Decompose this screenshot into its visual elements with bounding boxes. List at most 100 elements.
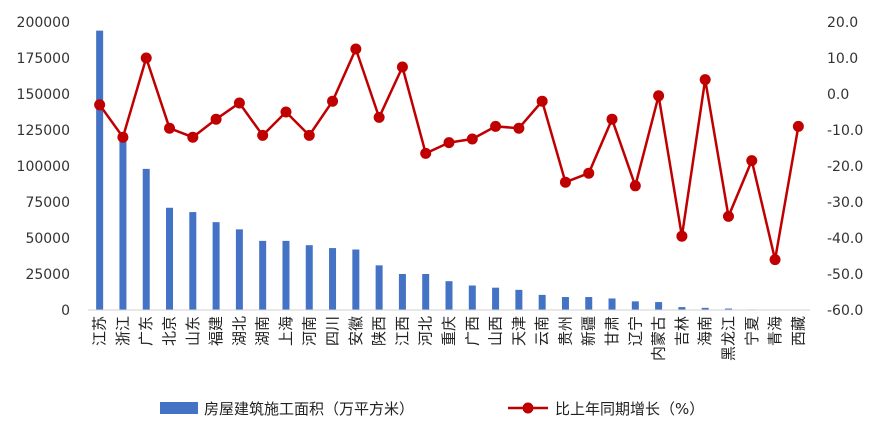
line-point (513, 122, 525, 134)
bar (655, 302, 663, 310)
line-point (536, 95, 548, 107)
line-point (559, 176, 571, 188)
right-axis-tick-label: -20.0 (827, 159, 863, 175)
bar (352, 249, 360, 310)
category-label: 北京 (161, 316, 179, 346)
left-axis-tick-label: 125000 (17, 123, 70, 139)
category-label: 陕西 (370, 316, 388, 346)
line-point (350, 43, 362, 55)
bar (259, 240, 267, 310)
bar (166, 207, 174, 310)
bar (585, 297, 593, 310)
right-axis-tick-label: -10.0 (827, 123, 863, 139)
line-point (606, 113, 618, 125)
line-point (140, 52, 152, 64)
bar (515, 289, 523, 310)
x-axis-categories: 江苏 浙江 广东 北京 山东 福建 湖北 湖南 上海 河南 四川 安徽 陕西 江西 河北 重庆 广西 山西 天津 云南… (91, 316, 808, 361)
category-label: 上海 (277, 316, 295, 346)
category-label: 甘肃 (603, 316, 621, 346)
line-point (653, 90, 665, 102)
category-label: 安徽 (347, 316, 365, 346)
left-axis-tick-label: 200000 (17, 15, 70, 31)
legend: 房屋建筑施工面积（万平方米） 比上年同期增长（%） (160, 400, 704, 418)
bar (422, 274, 430, 310)
right-axis-tick-label: -60.0 (827, 303, 863, 319)
line-point (94, 99, 106, 111)
left-axis-tick-label: 50000 (25, 231, 70, 247)
bar (96, 30, 104, 310)
right-axis-tick-label: 0.0 (827, 87, 849, 103)
category-label: 辽宁 (626, 316, 644, 346)
line-point (210, 113, 222, 125)
right-axis-tick-label: -50.0 (827, 267, 863, 283)
line-point (420, 147, 432, 159)
line-point (303, 129, 315, 141)
category-label: 湖北 (230, 316, 248, 346)
right-y-axis: -60.0 -50.0 -40.0 -30.0 -20.0 -10.0 0.0 10.0 20.… (827, 15, 863, 319)
line-point (164, 122, 176, 134)
bar (119, 132, 127, 310)
category-label: 江西 (393, 316, 411, 346)
bar (212, 222, 220, 310)
line-point (629, 180, 641, 192)
line-point (187, 131, 199, 143)
bar (631, 301, 639, 310)
line-point (257, 129, 269, 141)
line-point (443, 137, 455, 149)
line-point (490, 120, 502, 132)
line-point (396, 61, 408, 73)
right-axis-tick-label: 10.0 (827, 51, 858, 67)
line-point (466, 133, 478, 145)
category-label: 山东 (184, 316, 202, 346)
category-label: 江苏 (91, 316, 109, 346)
left-axis-tick-label: 75000 (25, 195, 70, 211)
category-label: 黑龙江 (719, 316, 737, 361)
category-label: 云南 (533, 316, 551, 346)
right-axis-tick-label: 20.0 (827, 15, 858, 31)
line-point (746, 155, 758, 167)
line-point (769, 254, 781, 266)
line-point (699, 74, 711, 86)
line-point (676, 230, 688, 242)
category-label: 福建 (207, 316, 225, 346)
category-label: 海南 (696, 316, 714, 346)
left-axis-tick-label: 150000 (17, 87, 70, 103)
line-series (94, 43, 804, 266)
left-axis-tick-label: 100000 (17, 159, 70, 175)
line-point (722, 210, 734, 222)
line-point (117, 131, 129, 143)
category-label: 广东 (137, 316, 155, 346)
bar (492, 287, 500, 310)
category-label: 浙江 (114, 316, 132, 346)
category-label: 新疆 (580, 316, 598, 346)
category-label: 四川 (324, 316, 342, 346)
bar (701, 307, 709, 310)
right-axis-tick-label: -40.0 (827, 231, 863, 247)
line-point (373, 111, 385, 123)
bar (678, 307, 686, 310)
category-label: 内蒙古 (650, 316, 668, 361)
bar (608, 298, 616, 310)
bar (468, 285, 476, 310)
bar (282, 240, 290, 310)
category-label: 宁夏 (743, 316, 761, 346)
category-label: 湖南 (254, 316, 272, 346)
bar (305, 245, 313, 310)
legend-line-marker (522, 402, 534, 414)
category-label: 山西 (487, 316, 505, 346)
category-label: 重庆 (440, 316, 458, 346)
right-axis-tick-label: -30.0 (827, 195, 863, 211)
category-label: 河南 (300, 316, 318, 346)
line-point (792, 120, 804, 132)
left-axis-tick-label: 0 (61, 303, 70, 319)
category-label: 西藏 (789, 316, 807, 346)
bar (235, 229, 243, 310)
bar (142, 168, 150, 310)
bar (329, 248, 337, 310)
category-label: 广西 (463, 316, 481, 346)
line-point (327, 95, 339, 107)
legend-bar-swatch (160, 402, 198, 414)
line-point (233, 97, 245, 109)
bar (398, 274, 406, 310)
growth-line (98, 47, 800, 261)
